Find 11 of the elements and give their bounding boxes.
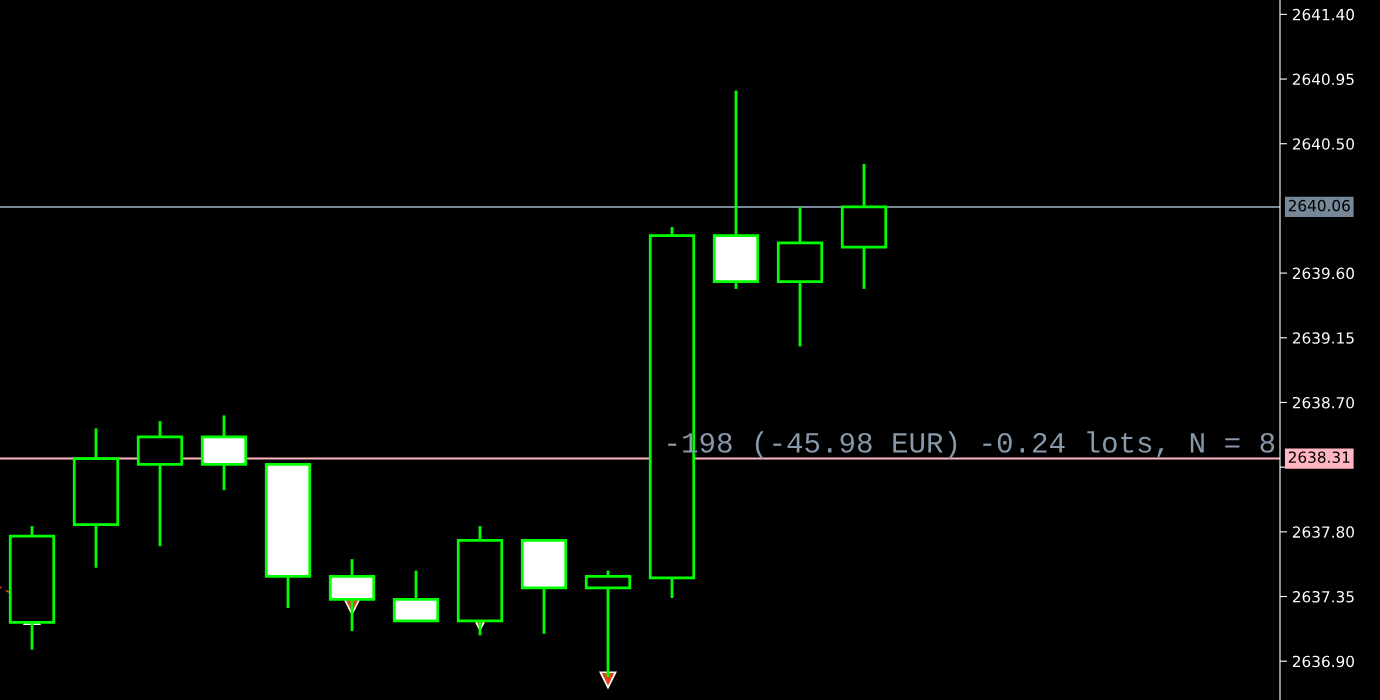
y-tick-label: 2637.80: [1292, 526, 1354, 538]
y-tick-label: 2638.70: [1292, 396, 1354, 409]
y-tick-label: 2641.40: [1292, 8, 1354, 21]
y-tick-label: 2640.50: [1292, 138, 1354, 150]
y-tick-label: 2639.60: [1292, 267, 1354, 280]
ref-line-label: 2638.31: [1288, 451, 1350, 463]
y-tick-label: 2636.90: [1292, 655, 1354, 668]
y-tick-label: 2640.95: [1292, 73, 1354, 86]
ref-line-label: 2640.06: [1288, 199, 1350, 212]
y-tick-label: 2639.15: [1292, 332, 1354, 344]
y-tick-label: 2637.35: [1292, 590, 1354, 603]
